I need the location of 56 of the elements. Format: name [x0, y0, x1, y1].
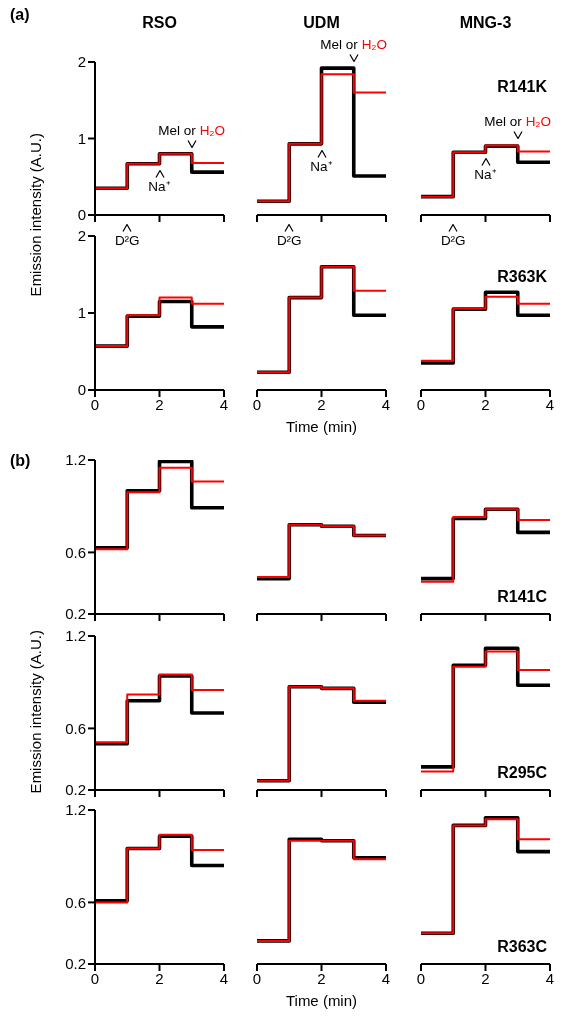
x-tick-label: 4 [219, 395, 229, 413]
text: (b) [10, 452, 31, 470]
y-tick-label: 1 [77, 129, 86, 147]
text: (a) [10, 6, 30, 24]
text: Mel or H₂O [319, 36, 389, 54]
x-tick-label: 2 [317, 395, 326, 413]
x-tick-label: 2 [317, 969, 326, 987]
annotation: R141C [497, 588, 547, 606]
y-tick-label: 2 [77, 53, 86, 71]
annotation: Na⁺ [147, 177, 172, 195]
y-tick-label: 0.6 [65, 719, 86, 737]
x-tick-label: 0 [416, 969, 426, 987]
x-tick-label: 2 [155, 395, 164, 413]
annotation: D²G [275, 232, 303, 249]
x-tick-label: 0 [90, 395, 100, 413]
y-tick-label: 0.2 [65, 955, 86, 973]
y-tick-label: 0 [77, 381, 86, 399]
annotation: R141K [497, 78, 547, 96]
x-axis-title: Time (min) [284, 418, 359, 435]
chart-title: RSO [141, 14, 178, 32]
y-tick-label: 0.2 [65, 781, 86, 799]
x-tick-label: 0 [90, 969, 100, 987]
annotation: D²G [113, 232, 141, 249]
y-axis-title: Emission intensity (A.U.) [26, 133, 44, 297]
y-tick-label: 1.2 [65, 451, 86, 469]
y-tick-label: 1 [77, 304, 86, 322]
x-tick-label: 4 [381, 395, 391, 413]
annotation: R363K [497, 268, 547, 286]
x-tick-label: 4 [219, 969, 229, 987]
x-tick-label: 4 [381, 969, 391, 987]
x-tick-label: 2 [481, 969, 490, 987]
annotation: Mel or H₂O [157, 121, 227, 139]
annotation: D²G [439, 232, 467, 249]
x-tick-label: 4 [545, 395, 555, 413]
x-tick-label: 0 [252, 969, 262, 987]
annotation: Mel or H₂O [483, 113, 553, 131]
y-tick-label: 1.2 [65, 801, 86, 819]
x-tick-label: 0 [416, 395, 426, 413]
y-tick-label: 0 [77, 206, 86, 224]
y-tick-label: 0.6 [65, 893, 86, 911]
x-tick-label: 2 [155, 969, 164, 987]
chart-title: UDM [302, 14, 341, 32]
x-tick-label: 0 [252, 395, 262, 413]
y-tick-label: 1.2 [65, 627, 86, 645]
y-tick-label: 0.2 [65, 605, 86, 623]
annotation: R295C [497, 764, 547, 782]
y-tick-label: 2 [77, 227, 86, 245]
annotation: R363C [497, 938, 547, 956]
x-axis-title: Time (min) [284, 992, 359, 1009]
annotation: Na⁺ [473, 166, 498, 184]
chart-title: MNG-3 [458, 14, 513, 32]
annotation: Na⁺ [309, 157, 334, 175]
x-tick-label: 4 [545, 969, 555, 987]
y-tick-label: 0.6 [65, 543, 86, 561]
y-axis-title: Emission intensity (A.U.) [26, 630, 44, 794]
x-tick-label: 2 [481, 395, 490, 413]
